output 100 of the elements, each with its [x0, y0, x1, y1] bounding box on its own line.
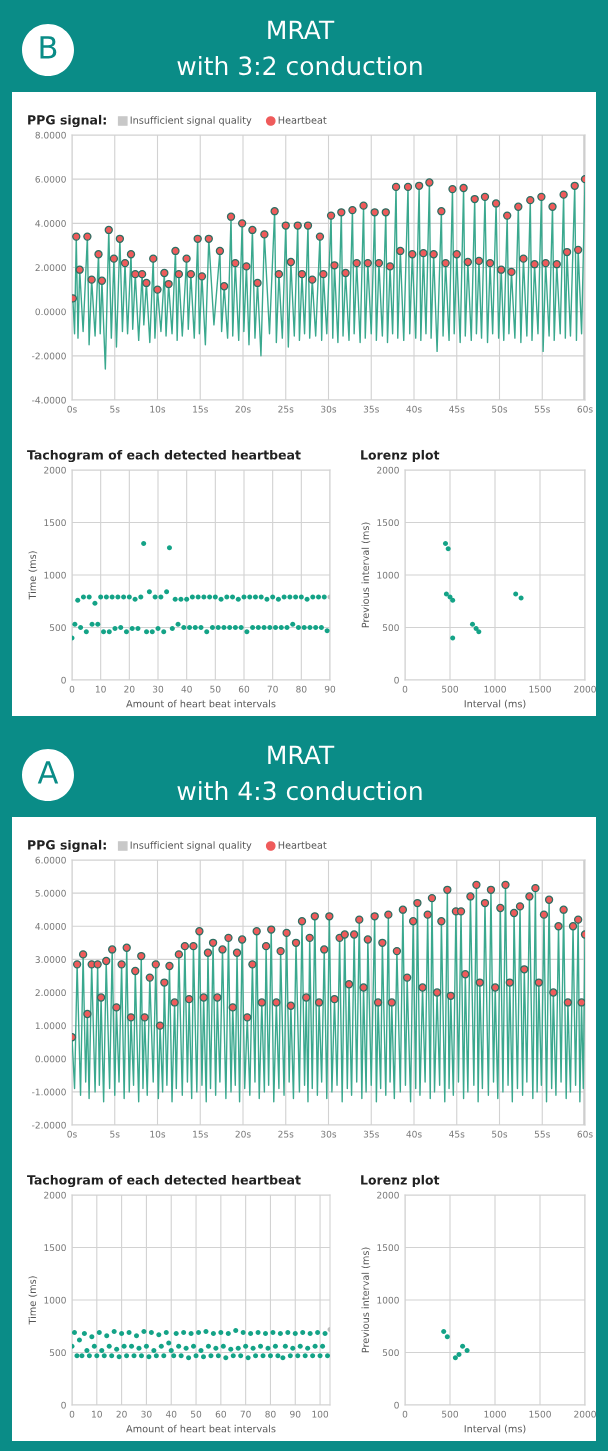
x-tick-label: 60s: [577, 1130, 593, 1138]
x-tick-label: 25s: [278, 405, 294, 413]
y-tick-label: -1.0000: [32, 1088, 66, 1096]
x-tick-label: 35s: [363, 1130, 379, 1138]
x-tick-label: 20s: [235, 405, 251, 413]
y-tick-label: 1000: [377, 1296, 399, 1304]
x-axis-title: Interval (ms): [464, 1424, 526, 1434]
x-tick-label: 20s: [235, 1130, 251, 1138]
y-tick-label: 2000: [44, 466, 66, 474]
y-tick-label: 0: [394, 1401, 399, 1409]
chart-title: Lorenz plot: [361, 449, 440, 463]
y-tick-label: 6.0000: [35, 856, 66, 864]
x-tick-label: 90: [290, 1410, 301, 1418]
chart-title: PPG signal:: [28, 114, 106, 128]
x-tick-label: 45s: [449, 1130, 465, 1138]
legend-label: Insufficient signal quality: [130, 841, 252, 851]
x-tick-label: 40s: [406, 1130, 422, 1138]
legend-label: Heartbeat: [278, 116, 327, 124]
y-tick-label: 0.0000: [35, 1055, 66, 1063]
x-tick-label: 60: [238, 685, 250, 693]
y-axis-title: Time (ms): [28, 551, 38, 600]
y-tick-label: 2.0000: [35, 264, 66, 272]
x-axis-title: Amount of heart beat intervals: [126, 1424, 276, 1433]
x-tick-label: 45s: [449, 405, 465, 413]
y-tick-label: 1500: [377, 1244, 399, 1252]
text: A: [37, 761, 59, 784]
x-tick-label: 500: [442, 1410, 459, 1418]
chart-title: Tachogram of each detected heartbeat: [27, 449, 301, 463]
x-tick-label: 70: [240, 1410, 251, 1418]
x-tick-label: 25s: [278, 1130, 294, 1138]
x-tick-label: 70: [267, 685, 278, 693]
text: MRAT: [268, 20, 335, 39]
x-tick-label: 0s: [67, 1130, 77, 1138]
y-tick-label: 1500: [44, 519, 66, 527]
x-tick-label: 0: [69, 1410, 75, 1418]
y-tick-label: -2.0000: [32, 352, 66, 360]
text: B: [40, 36, 57, 59]
text: MRAT: [268, 745, 335, 764]
x-tick-label: 100: [312, 1410, 329, 1418]
x-tick-label: 5s: [110, 405, 120, 413]
y-tick-label: 0: [394, 676, 399, 684]
y-tick-label: 500: [49, 1349, 66, 1357]
legend-label: Insufficient signal quality: [130, 116, 252, 126]
x-tick-label: 15s: [193, 405, 208, 413]
y-tick-label: 1000: [44, 1296, 66, 1304]
x-tick-label: 30: [152, 685, 164, 693]
legend-label: Heartbeat: [278, 841, 327, 849]
y-tick-label: 1500: [44, 1244, 66, 1252]
x-tick-label: 80: [265, 1410, 276, 1418]
y-tick-label: 1.0000: [35, 1022, 66, 1030]
x-tick-label: 35s: [363, 405, 379, 413]
chart-title: Tachogram of each detected heartbeat: [27, 1174, 301, 1188]
text: with 4:3 conduction: [177, 780, 422, 801]
y-tick-label: 2000: [377, 466, 399, 474]
y-tick-label: 500: [382, 1349, 399, 1357]
x-tick-label: 1500: [529, 1410, 551, 1418]
x-tick-label: 50s: [492, 1130, 508, 1138]
y-tick-label: 500: [382, 624, 399, 632]
x-tick-label: 0: [69, 685, 75, 693]
x-tick-label: 10s: [150, 405, 166, 413]
y-tick-label: 1000: [44, 571, 66, 579]
y-tick-label: 2000: [377, 1191, 399, 1199]
y-tick-label: 500: [49, 624, 66, 632]
x-tick-label: 30: [141, 1410, 152, 1418]
x-tick-label: 2000: [574, 685, 596, 693]
y-tick-label: 5.0000: [35, 889, 66, 897]
x-tick-label: 30s: [321, 405, 337, 413]
y-axis-title: Time (ms): [28, 1276, 38, 1325]
y-tick-label: 0.0000: [35, 308, 66, 316]
x-tick-label: 60s: [577, 405, 593, 413]
x-tick-label: 20: [116, 1410, 127, 1418]
x-tick-label: 20: [124, 685, 135, 693]
x-tick-label: 30s: [321, 1130, 337, 1138]
x-tick-label: 1000: [484, 685, 506, 693]
x-tick-label: 50: [190, 1410, 202, 1418]
x-tick-label: 55s: [534, 1130, 550, 1138]
x-tick-label: 0: [402, 685, 408, 693]
x-tick-label: 50: [210, 685, 221, 693]
x-axis-title: Amount of heart beat intervals: [126, 699, 276, 708]
x-tick-label: 0s: [67, 405, 77, 413]
x-tick-label: 40: [181, 685, 192, 693]
x-tick-label: 10: [95, 685, 106, 693]
text: with 3:2 conduction: [177, 55, 422, 76]
chart-title: PPG signal:: [28, 839, 106, 853]
y-tick-label: 2.0000: [35, 989, 66, 997]
x-tick-label: 55s: [534, 405, 550, 413]
x-tick-label: 1000: [484, 1410, 506, 1418]
x-tick-label: 0: [402, 1410, 408, 1418]
y-tick-label: -2.0000: [32, 1121, 66, 1129]
y-tick-label: 6.0000: [35, 175, 66, 183]
x-tick-label: 5s: [110, 1130, 120, 1138]
y-tick-label: -4.0000: [32, 396, 66, 404]
y-tick-label: 4.0000: [35, 922, 66, 930]
x-tick-label: 1500: [529, 685, 551, 693]
y-axis-title: Previous interval (ms): [361, 522, 371, 628]
x-tick-label: 40s: [406, 405, 422, 413]
x-tick-label: 90: [324, 685, 336, 693]
y-tick-label: 3.0000: [35, 956, 66, 963]
x-tick-label: 10s: [150, 1130, 166, 1138]
y-tick-label: 1500: [377, 519, 399, 527]
